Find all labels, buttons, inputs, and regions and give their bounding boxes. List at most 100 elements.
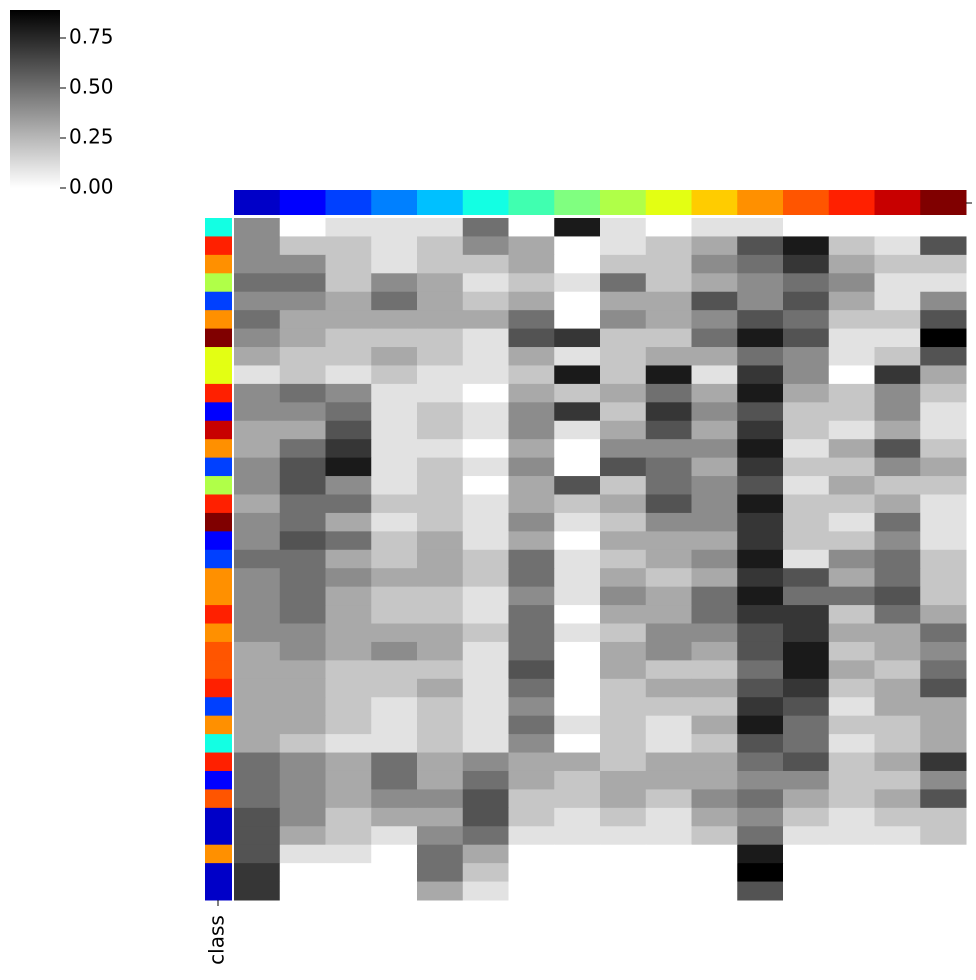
heatmap-cell bbox=[279, 347, 326, 366]
heatmap-cell bbox=[691, 254, 738, 274]
heatmap-cell bbox=[645, 568, 692, 588]
heatmap-cell bbox=[554, 512, 601, 532]
heatmap-cell bbox=[462, 863, 509, 883]
heatmap-cell bbox=[691, 789, 738, 809]
heatmap-cell bbox=[371, 494, 418, 514]
heatmap-cell bbox=[737, 347, 784, 366]
row-color bbox=[205, 807, 232, 827]
row-color bbox=[205, 291, 232, 311]
heatmap-cell bbox=[371, 697, 418, 717]
heatmap-cell bbox=[737, 770, 784, 790]
heatmap-cell bbox=[417, 402, 464, 422]
heatmap-cell bbox=[508, 310, 555, 330]
row-color bbox=[205, 365, 232, 385]
heatmap-cell bbox=[783, 586, 830, 606]
heatmap-cell bbox=[645, 512, 692, 532]
heatmap-cell bbox=[234, 678, 281, 698]
heatmap-cell bbox=[691, 586, 738, 606]
heatmap-cell bbox=[325, 476, 372, 495]
heatmap-cell bbox=[279, 826, 326, 846]
heatmap-cell bbox=[691, 807, 738, 827]
heatmap-cell bbox=[279, 291, 326, 311]
heatmap-cell bbox=[417, 383, 464, 403]
heatmap-cell bbox=[462, 881, 509, 901]
heatmap-cell bbox=[554, 420, 601, 440]
heatmap-cell bbox=[554, 623, 601, 643]
heatmap-cell bbox=[874, 586, 921, 606]
row-color bbox=[205, 476, 232, 495]
heatmap-cell bbox=[737, 863, 784, 883]
heatmap-cell bbox=[279, 531, 326, 551]
heatmap-cell bbox=[645, 236, 692, 256]
heatmap-cell bbox=[417, 715, 464, 735]
heatmap-cell bbox=[417, 752, 464, 772]
heatmap-cell bbox=[554, 218, 601, 237]
heatmap-cell bbox=[828, 383, 875, 403]
column-color bbox=[874, 190, 921, 215]
heatmap-cell bbox=[279, 807, 326, 827]
heatmap-cell bbox=[508, 844, 555, 864]
heatmap-cell bbox=[279, 641, 326, 661]
heatmap-cell bbox=[737, 752, 784, 772]
heatmap-cell bbox=[737, 641, 784, 661]
heatmap-cell bbox=[645, 549, 692, 569]
heatmap-cell bbox=[279, 236, 326, 256]
heatmap-cell bbox=[828, 826, 875, 846]
heatmap-cell bbox=[554, 715, 601, 735]
heatmap-cell bbox=[325, 660, 372, 680]
heatmap-cell bbox=[737, 697, 784, 717]
row-color bbox=[205, 770, 232, 790]
heatmap-cell bbox=[828, 494, 875, 514]
heatmap-cell bbox=[234, 568, 281, 588]
heatmap-cell bbox=[874, 439, 921, 459]
heatmap-cell bbox=[279, 549, 326, 569]
heatmap-cell bbox=[234, 549, 281, 569]
heatmap-cell bbox=[325, 844, 372, 864]
heatmap-cell bbox=[279, 660, 326, 680]
heatmap-cell bbox=[874, 807, 921, 827]
heatmap-cell bbox=[600, 605, 647, 625]
heatmap-cell bbox=[554, 273, 601, 293]
heatmap-cell bbox=[279, 494, 326, 514]
heatmap-cell bbox=[874, 734, 921, 754]
heatmap-cell bbox=[279, 789, 326, 809]
heatmap-cell bbox=[508, 291, 555, 311]
heatmap-cell bbox=[737, 568, 784, 588]
heatmap-cell bbox=[600, 218, 647, 237]
heatmap-cell bbox=[234, 236, 281, 256]
row-color bbox=[205, 568, 232, 588]
heatmap-cell bbox=[645, 863, 692, 883]
heatmap-cell bbox=[920, 715, 967, 735]
heatmap-cell bbox=[462, 660, 509, 680]
heatmap-cell bbox=[417, 420, 464, 440]
heatmap-cell bbox=[371, 439, 418, 459]
heatmap-cell bbox=[371, 660, 418, 680]
heatmap-cell bbox=[691, 236, 738, 256]
heatmap-cell bbox=[279, 439, 326, 459]
heatmap-cell bbox=[645, 291, 692, 311]
heatmap-cell bbox=[828, 678, 875, 698]
heatmap-cell bbox=[920, 623, 967, 643]
heatmap-cell bbox=[600, 494, 647, 514]
heatmap-cell bbox=[371, 623, 418, 643]
colorbar bbox=[10, 10, 60, 188]
heatmap-cell bbox=[783, 881, 830, 901]
row-color bbox=[205, 881, 232, 901]
heatmap-cell bbox=[279, 568, 326, 588]
heatmap-cell bbox=[554, 439, 601, 459]
heatmap-cell bbox=[462, 826, 509, 846]
heatmap-cell bbox=[920, 291, 967, 311]
row-color bbox=[205, 844, 232, 864]
heatmap-cell bbox=[325, 568, 372, 588]
heatmap-cell bbox=[417, 328, 464, 348]
heatmap-cell bbox=[737, 402, 784, 422]
heatmap-cell bbox=[234, 347, 281, 366]
heatmap-cell bbox=[234, 328, 281, 348]
heatmap-cell bbox=[462, 476, 509, 495]
heatmap-cell bbox=[279, 365, 326, 385]
heatmap-cell bbox=[737, 789, 784, 809]
heatmap-cell bbox=[462, 623, 509, 643]
heatmap-cell bbox=[554, 734, 601, 754]
heatmap-cell bbox=[874, 605, 921, 625]
column-color bbox=[417, 190, 464, 215]
